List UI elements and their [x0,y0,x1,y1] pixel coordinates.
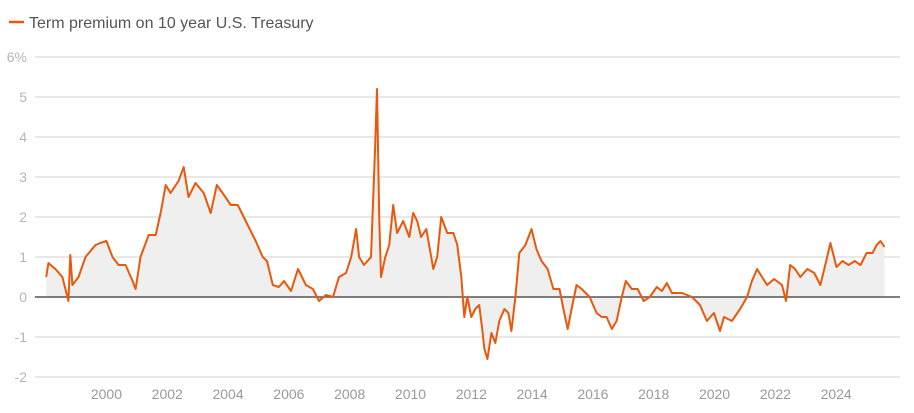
x-tick-label: 2016 [577,386,608,402]
x-tick-label: 2002 [152,386,183,402]
x-tick-label: 2006 [273,386,304,402]
x-tick-labels: 2000 2002 2004 2006 2008 2010 2012 2014 2016 2018… [91,386,852,402]
y-tick-label: -2 [15,369,28,385]
x-tick-label: 2022 [760,386,791,402]
y-tick-labels: 6% 5 4 3 2 1 0 -1 -2 [7,49,27,385]
x-tick-label: 2018 [638,386,669,402]
legend: Term premium on 10 year U.S. Treasury [9,15,314,32]
y-tick-label: 5 [19,89,27,105]
y-tick-label: 4 [19,129,27,145]
x-tick-label: 2000 [91,386,122,402]
series-area-fill [46,89,885,359]
series-line-term-premium [45,88,886,360]
y-tick-label: 2 [19,209,27,225]
legend-label: Term premium on 10 year U.S. Treasury [29,15,314,32]
x-tick-label: 2014 [517,386,548,402]
y-tick-label: 3 [19,169,27,185]
x-tick-label: 2008 [334,386,365,402]
y-tick-label: 6% [7,49,27,65]
x-tick-label: 2010 [395,386,426,402]
x-tick-label: 2020 [699,386,730,402]
x-tick-label: 2024 [821,386,852,402]
y-tick-label: -1 [15,329,28,345]
x-tick-label: 2012 [456,386,487,402]
y-tick-label: 0 [19,289,27,305]
x-tick-label: 2004 [212,386,243,402]
y-tick-label: 1 [19,249,27,265]
